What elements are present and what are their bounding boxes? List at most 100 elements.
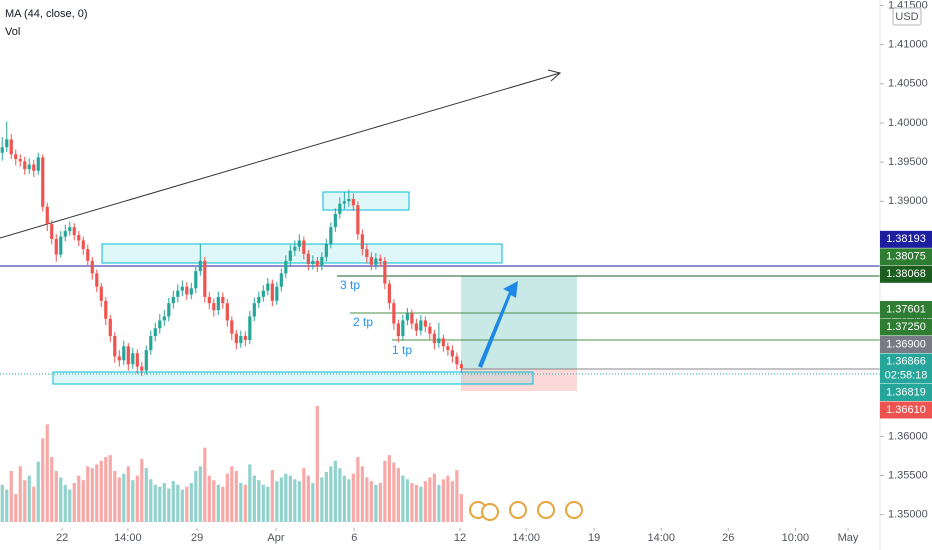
price-label: 1.38075 <box>886 251 926 263</box>
candle-body <box>50 224 54 239</box>
price-label: 1.37250 <box>886 321 926 333</box>
volume-bar <box>252 475 256 522</box>
volume-bar <box>140 458 144 522</box>
volume-bar <box>365 477 369 522</box>
volume-bar <box>297 481 301 522</box>
volume-bar <box>99 460 103 522</box>
y-tick-label: 1.41500 <box>888 0 928 11</box>
volume-bar <box>77 475 81 522</box>
volume-bar <box>167 488 171 522</box>
volume-bar <box>27 475 31 522</box>
candles <box>0 121 463 377</box>
candle-body <box>212 303 216 311</box>
trend-line <box>0 72 561 239</box>
candle-body <box>149 336 153 351</box>
volume-bar <box>135 475 139 522</box>
price-axis: 1.350001.355001.360001.365001.370001.375… <box>880 0 932 521</box>
candle-body <box>450 350 454 357</box>
volume-bar <box>437 484 441 522</box>
volume-bar <box>189 483 193 522</box>
volume-bar <box>32 486 36 522</box>
annotation: 1 tp <box>392 343 412 357</box>
zone-box <box>52 371 534 385</box>
volume-bar <box>450 481 454 522</box>
candle-body <box>225 303 229 321</box>
candle-body <box>0 147 4 153</box>
candle-body <box>383 260 387 284</box>
volume-bar <box>410 483 414 522</box>
volume-bar <box>248 464 252 522</box>
candle-body <box>432 333 436 344</box>
volume-bar <box>68 489 72 522</box>
volume-bar <box>257 480 261 522</box>
countdown: 02:58:18 <box>885 369 928 381</box>
candle-body <box>414 323 418 331</box>
price-label-box <box>880 248 932 266</box>
price-label-box <box>880 401 932 419</box>
zone-box <box>101 243 503 264</box>
volume-bar <box>45 424 49 522</box>
candle-body <box>410 313 414 324</box>
candle-body <box>122 346 126 361</box>
volume-bar <box>320 477 324 522</box>
volume-bar <box>122 473 126 522</box>
volume-bar <box>360 466 364 522</box>
volume-bar <box>14 494 18 522</box>
price-label: 1.36819 <box>886 386 926 398</box>
volume-bar <box>279 477 283 522</box>
volume-bar <box>261 484 265 522</box>
candle-body <box>365 249 369 257</box>
candle-body <box>279 273 283 287</box>
candle-body <box>428 326 432 334</box>
candle-body <box>239 336 243 344</box>
volume-bar <box>293 479 297 522</box>
candle-body <box>27 164 31 170</box>
candle-body <box>41 157 45 207</box>
volume-bar <box>108 455 112 522</box>
volume-bar <box>153 484 157 522</box>
candle-body <box>270 283 274 301</box>
indicator-legend: MA (44, close, 0) <box>5 8 88 20</box>
y-tick-label: 1.40500 <box>888 78 928 90</box>
volume-bar <box>117 477 121 522</box>
x-tick-label: 14:00 <box>647 532 675 544</box>
volume-bar <box>428 477 432 522</box>
volume-bar <box>392 462 396 522</box>
volume-bar <box>401 475 405 522</box>
candle-body <box>54 238 58 255</box>
candle-body <box>315 260 319 267</box>
plot-area: 3 tp 2 tp 1 tp <box>0 69 880 522</box>
stop-zone <box>461 369 577 391</box>
volume-bar <box>351 473 355 522</box>
candle-body <box>284 260 288 274</box>
candle-body <box>387 283 391 304</box>
volume-bar <box>0 484 4 522</box>
candle-body <box>144 350 148 371</box>
volume-bar <box>180 489 184 522</box>
volume-bar <box>288 475 292 522</box>
volume-bar <box>374 484 378 522</box>
candle-body <box>446 346 450 351</box>
candle-body <box>162 316 166 321</box>
candle-body <box>234 333 238 344</box>
volume-bar <box>225 473 229 522</box>
volume-bar <box>113 470 117 522</box>
volume-bar <box>221 486 225 522</box>
price-label-box <box>880 230 932 248</box>
x-tick-label: 19 <box>588 532 600 544</box>
candle-body <box>248 316 252 340</box>
candle-body <box>302 240 306 254</box>
candle-body <box>401 320 405 337</box>
candle-body <box>320 256 324 267</box>
volume-bar <box>81 480 85 522</box>
price-label-box <box>880 336 932 354</box>
candle-body <box>63 231 67 237</box>
volume-bar <box>338 468 342 522</box>
candle-body <box>297 240 301 247</box>
candle-body <box>216 296 220 311</box>
candle-body <box>5 139 9 148</box>
volume-bar <box>9 470 13 522</box>
volume-bar <box>50 457 54 522</box>
candle-body <box>455 356 459 365</box>
candle-body <box>396 323 400 337</box>
